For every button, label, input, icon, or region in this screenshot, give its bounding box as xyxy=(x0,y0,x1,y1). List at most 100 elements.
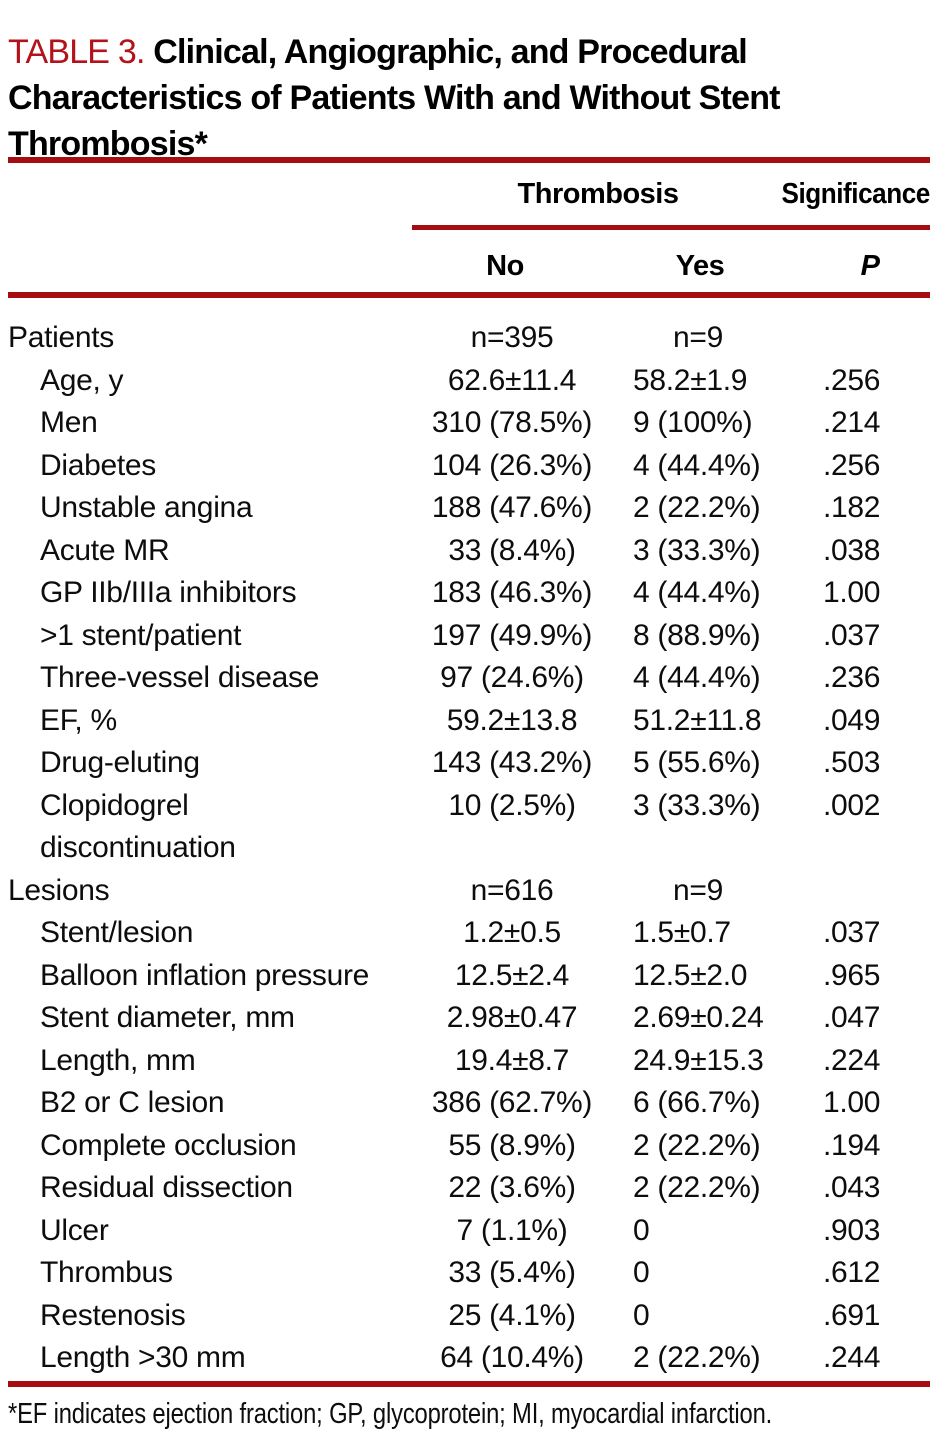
table-row: Residual dissection 22 (3.6%) 2 (22.2%) .04… xyxy=(8,1167,930,1210)
column-header-no: No xyxy=(486,250,524,282)
bottom-rule xyxy=(8,1381,930,1387)
cell-yes: 1.5±0.7 xyxy=(633,916,731,949)
table-row: Clopidogrel discontinuation 10 (2.5%) 3 (33… xyxy=(8,785,930,870)
table-row: EF, % 59.2±13.8 51.2±11.8 .049 xyxy=(8,700,930,743)
cell-p: .224 xyxy=(823,1043,881,1077)
cell-no: 55 (8.9%) xyxy=(448,1128,576,1162)
cell-label: Length, mm xyxy=(40,1043,196,1077)
table-row: >1 stent/patient 197 (49.9%) 8 (88.9%) .037 xyxy=(8,615,930,658)
cell-no: 143 (43.2%) xyxy=(431,746,593,779)
cell-no: 59.2±13.8 xyxy=(446,703,578,737)
table-row: Stent/lesion 1.2±0.5 1.5±0.7 .037 xyxy=(8,912,930,955)
cell-no: 183 (46.3%) xyxy=(431,576,593,609)
cell-p: .965 xyxy=(823,958,881,992)
cell-label: Diabetes xyxy=(40,448,157,482)
table-row: GP IIb/IIIa inhibitors 183 (46.3%) 4 (44.4… xyxy=(8,572,930,615)
cell-p: .214 xyxy=(823,406,881,439)
title-line-2: Characteristics of Patients With and Wit… xyxy=(8,78,780,117)
table-row: Complete occlusion 55 (8.9%) 2 (22.2%) .194 xyxy=(8,1125,930,1168)
cell-p: .037 xyxy=(823,618,881,652)
cell-label: EF, % xyxy=(40,703,117,737)
cell-p: .194 xyxy=(823,1128,881,1162)
cell-no: 104 (26.3%) xyxy=(431,448,593,482)
cell-p: .043 xyxy=(823,1171,881,1204)
cell-no: 22 (3.6%) xyxy=(448,1171,576,1204)
cell-no: n=616 xyxy=(470,873,554,907)
column-group-thrombosis: Thrombosis xyxy=(517,178,679,210)
table-row: Length, mm 19.4±8.7 24.9±15.3 .224 xyxy=(8,1040,930,1083)
cell-p xyxy=(812,870,930,913)
cell-yes: 4 (44.4%) xyxy=(633,448,761,482)
table-row: Stent diameter, mm 2.98±0.47 2.69±0.24 .047 xyxy=(8,997,930,1040)
cell-no: 64 (10.4%) xyxy=(440,1341,584,1374)
cell-p: .256 xyxy=(823,448,881,482)
cell-yes: 0 xyxy=(633,1298,650,1332)
cell-yes: n=9 xyxy=(673,321,723,354)
cell-no: 12.5±2.4 xyxy=(454,958,570,992)
cell-label: Lesions xyxy=(8,873,110,907)
cell-p: .503 xyxy=(823,746,881,779)
table-row: Balloon inflation pressure 12.5±2.4 12.5±2… xyxy=(8,955,930,998)
cell-label: Unstable angina xyxy=(40,491,253,524)
cell-label: Restenosis xyxy=(40,1298,186,1332)
cell-no: 62.6±11.4 xyxy=(447,363,577,397)
cell-no: 1.2±0.5 xyxy=(463,916,561,949)
table-row: Unstable angina 188 (47.6%) 2 (22.2%) .182 xyxy=(8,487,930,530)
cell-no: n=395 xyxy=(470,321,554,354)
cell-no: 7 (1.1%) xyxy=(456,1213,568,1247)
table-row: Acute MR 33 (8.4%) 3 (33.3%) .038 xyxy=(8,530,930,573)
cell-p: .691 xyxy=(823,1298,881,1332)
cell-p: 1.00 xyxy=(823,1086,881,1119)
cell-p: .049 xyxy=(823,703,881,737)
cell-no: 97 (24.6%) xyxy=(440,661,584,694)
cell-no: 33 (5.4%) xyxy=(448,1256,576,1289)
cell-yes: n=9 xyxy=(673,873,723,907)
row-label-line: discontinuation xyxy=(40,831,236,864)
cell-yes: 3 (33.3%) xyxy=(633,788,761,822)
cell-no: 25 (4.1%) xyxy=(448,1298,576,1332)
cell-label: Men xyxy=(40,406,98,439)
cell-no: 33 (8.4%) xyxy=(448,533,576,567)
cell-no: 310 (78.5%) xyxy=(431,406,593,439)
cell-p: .038 xyxy=(823,533,881,567)
cell-p: .002 xyxy=(823,788,881,822)
title-line-1: Clinical, Angiographic, and Procedural xyxy=(153,32,747,71)
cell-label: Drug-eluting xyxy=(40,746,200,779)
cell-no: 2.98±0.47 xyxy=(446,1001,578,1034)
cell-label: B2 or C lesion xyxy=(40,1086,225,1119)
header-bottom-rule xyxy=(8,292,930,298)
table-row: Men 310 (78.5%) 9 (100%) .214 xyxy=(8,402,930,445)
table-number-label: TABLE 3. xyxy=(8,32,145,71)
cell-yes: 0 xyxy=(633,1256,650,1289)
cell-label: Ulcer xyxy=(40,1213,109,1247)
cell-no: 197 (49.9%) xyxy=(431,618,593,652)
cell-p: .903 xyxy=(823,1213,881,1247)
table-row: Restenosis 25 (4.1%) 0 .691 xyxy=(8,1295,930,1338)
cell-yes: 4 (44.4%) xyxy=(633,661,761,694)
cell-yes: 0 xyxy=(633,1213,650,1247)
table-row: Three-vessel disease 97 (24.6%) 4 (44.4%).… xyxy=(8,657,930,700)
cell-yes: 6 (66.7%) xyxy=(633,1086,761,1119)
cell-label: Clopidogrel discontinuation xyxy=(8,785,412,870)
cell-yes: 2 (22.2%) xyxy=(633,1341,761,1374)
row-label-line: Clopidogrel xyxy=(40,788,189,822)
cell-label: Age, y xyxy=(40,363,124,397)
cell-yes: 4 (44.4%) xyxy=(633,576,761,609)
cell-yes: 24.9±15.3 xyxy=(633,1043,764,1077)
cell-yes: 9 (100%) xyxy=(633,406,753,439)
cell-yes: 8 (88.9%) xyxy=(633,618,761,652)
cell-no: 386 (62.7%) xyxy=(431,1086,593,1119)
top-rule xyxy=(8,157,930,163)
table-row: Thrombus 33 (5.4%) 0 .612 xyxy=(8,1252,930,1295)
cell-yes: 2 (22.2%) xyxy=(633,1128,761,1162)
data-table: Patients n=395 n=9 Age, y 62.6±11.4 58.2±1.9.… xyxy=(8,298,930,1380)
cell-yes: 51.2±11.8 xyxy=(633,703,762,737)
cell-p xyxy=(812,298,930,360)
table-row: Diabetes 104 (26.3%) 4 (44.4%) .256 xyxy=(8,445,930,488)
cell-label: Patients xyxy=(8,321,114,354)
cell-label: Balloon inflation pressure xyxy=(40,958,370,992)
cell-p: .256 xyxy=(823,363,881,397)
cell-p: .182 xyxy=(823,491,881,524)
cell-label: >1 stent/patient xyxy=(40,618,242,652)
